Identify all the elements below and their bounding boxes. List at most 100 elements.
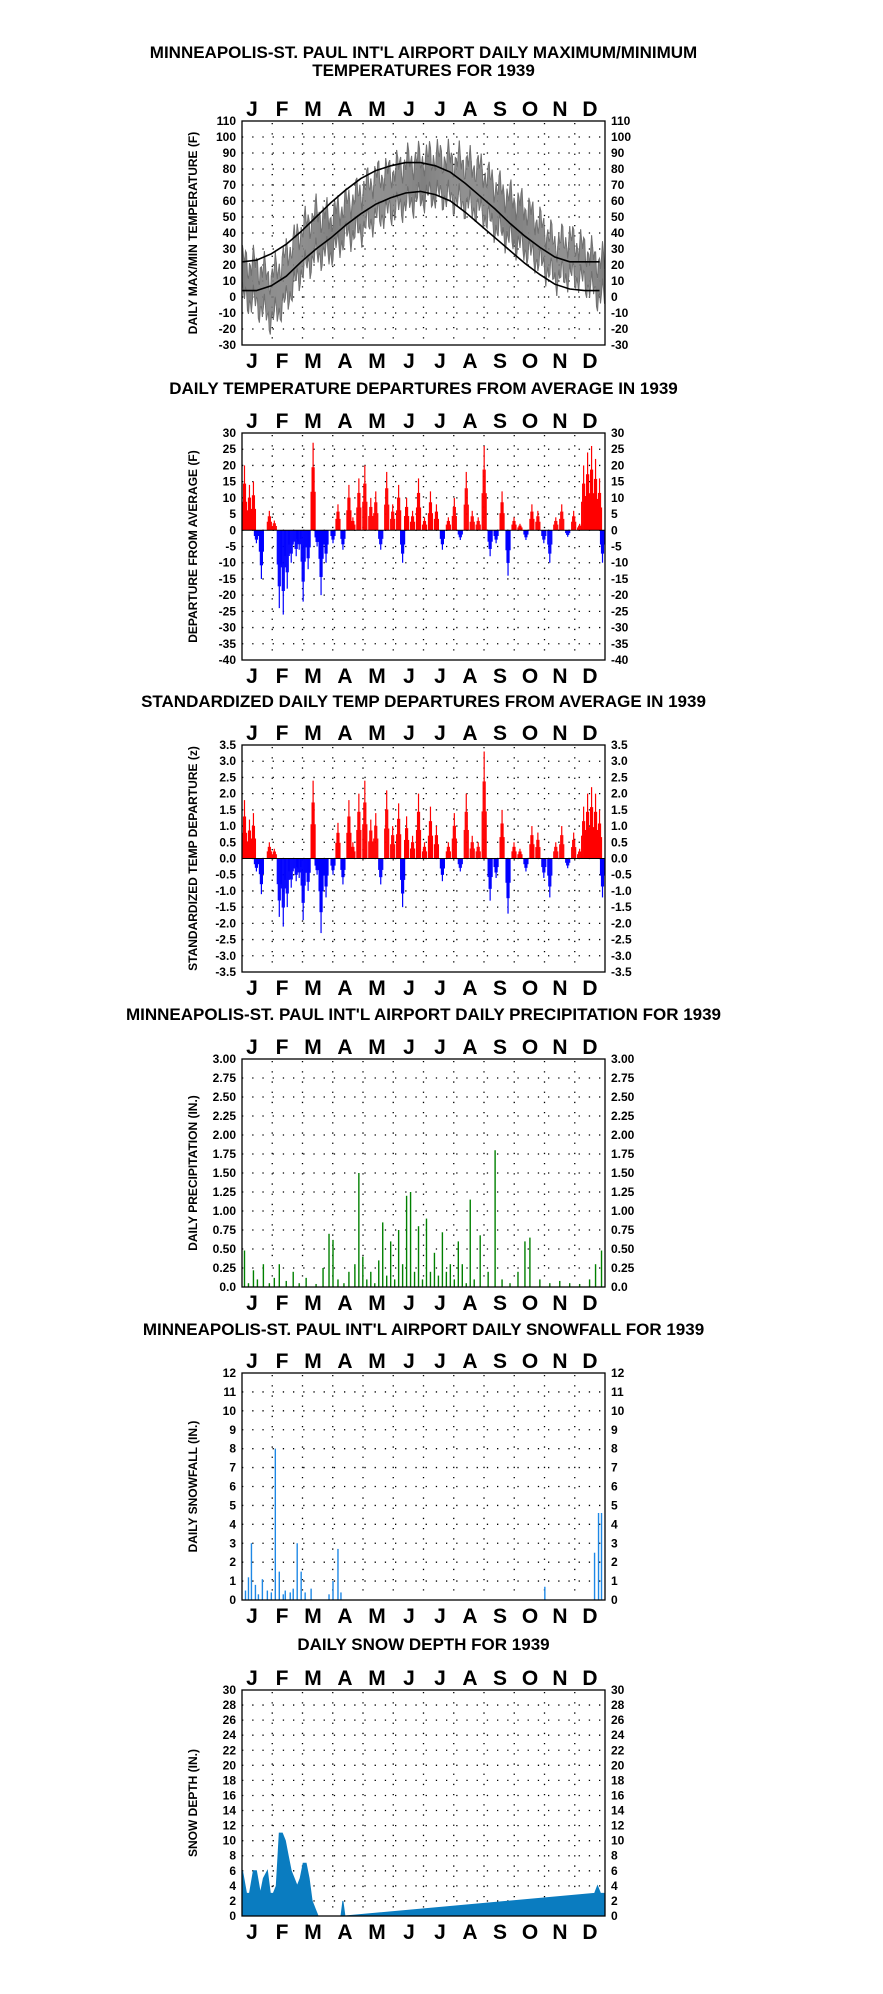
month-label-bottom: M	[368, 665, 386, 688]
month-label-bottom: D	[582, 1292, 597, 1315]
y-tick-left: -15	[219, 572, 237, 586]
y-tick-right: -35	[611, 637, 629, 651]
month-label-top: J	[434, 1350, 446, 1373]
month-label-top: J	[246, 1667, 258, 1690]
y-tick-right: 3.0	[611, 754, 628, 768]
month-label-top: N	[552, 410, 567, 433]
plot-frame	[241, 1689, 606, 1917]
y-tick-left: -30	[219, 338, 237, 352]
y-tick-left: 0.5	[219, 835, 236, 849]
month-label-bottom: O	[522, 977, 538, 1000]
y-tick-right: 0	[611, 523, 618, 537]
y-tick-left: 7	[229, 1461, 236, 1475]
month-label-bottom: J	[246, 1921, 258, 1944]
month-label-top: F	[276, 1667, 289, 1690]
y-tick-right: -5	[611, 540, 622, 554]
y-tick-right: 1	[611, 1574, 618, 1588]
month-label-bottom: J	[403, 665, 415, 688]
y-tick-left: -5	[225, 540, 236, 554]
month-label-top: F	[276, 722, 289, 745]
y-tick-right: 1.5	[611, 803, 628, 817]
y-tick-right: -3.0	[611, 949, 632, 963]
y-tick-right: 2.75	[611, 1071, 635, 1085]
y-tick-left: 12	[223, 1366, 237, 1380]
chart-title: DAILY SNOW DEPTH FOR 1939	[297, 1635, 549, 1654]
y-tick-left: 4	[229, 1879, 236, 1893]
y-tick-left: 0.0	[219, 852, 236, 866]
month-label-top: J	[434, 410, 446, 433]
y-tick-left: 2.25	[213, 1109, 237, 1123]
y-tick-right: 1.50	[611, 1166, 635, 1180]
y-tick-right: 24	[611, 1728, 625, 1742]
month-label-bottom: F	[276, 1921, 289, 1944]
month-label-top: M	[304, 1350, 322, 1373]
month-label-bottom: J	[403, 1605, 415, 1628]
y-tick-right: 18	[611, 1773, 625, 1787]
month-label-bottom: J	[434, 1605, 446, 1628]
month-label-bottom: N	[552, 977, 567, 1000]
y-tick-right: 10	[611, 274, 625, 288]
y-tick-right: -3.5	[611, 965, 632, 979]
month-label-bottom: M	[368, 1292, 386, 1315]
y-tick-left: 8	[229, 1442, 236, 1456]
y-tick-left: -1.0	[215, 884, 236, 898]
plot-frame	[241, 432, 606, 661]
y-tick-left: 18	[223, 1773, 237, 1787]
month-label-bottom: J	[403, 977, 415, 1000]
y-tick-left: -20	[219, 588, 237, 602]
y-tick-left: -30	[219, 621, 237, 635]
chart-dep: DAILY TEMPERATURE DEPARTURES FROM AVERAG…	[169, 379, 678, 688]
y-tick-right: 28	[611, 1698, 625, 1712]
y-tick-right: 60	[611, 194, 625, 208]
y-tick-right: 14	[611, 1804, 625, 1818]
month-label-top: N	[552, 98, 567, 121]
month-label-top: J	[434, 722, 446, 745]
month-label-top: J	[246, 722, 258, 745]
chart-prcp: MINNEAPOLIS-ST. PAUL INT'L AIRPORT DAILY…	[126, 1005, 721, 1315]
month-label-top: D	[582, 1667, 597, 1690]
chart-snow: MINNEAPOLIS-ST. PAUL INT'L AIRPORT DAILY…	[143, 1320, 704, 1628]
month-label-bottom: O	[522, 665, 538, 688]
month-label-bottom: J	[434, 350, 446, 373]
y-tick-right: 30	[611, 242, 625, 256]
y-tick-right: 25	[611, 442, 625, 456]
month-label-bottom: A	[337, 977, 352, 1000]
month-label-top: F	[276, 1350, 289, 1373]
y-tick-left: 28	[223, 1698, 237, 1712]
y-tick-right: 80	[611, 162, 625, 176]
y-tick-left: 1.50	[213, 1166, 237, 1180]
month-label-bottom: J	[246, 1605, 258, 1628]
y-tick-left: -20	[219, 322, 237, 336]
y-tick-left: -3.0	[215, 949, 236, 963]
month-label-bottom: A	[337, 665, 352, 688]
y-tick-left: 22	[223, 1743, 237, 1757]
month-label-bottom: N	[552, 665, 567, 688]
y-tick-right: 10	[611, 1834, 625, 1848]
y-tick-left: 1.5	[219, 803, 236, 817]
month-label-bottom: J	[434, 1292, 446, 1315]
y-tick-right: 0.5	[611, 835, 628, 849]
y-tick-left: 30	[223, 242, 237, 256]
month-label-top: A	[337, 722, 352, 745]
month-label-top: O	[522, 410, 538, 433]
month-label-top: A	[462, 1036, 477, 1059]
y-tick-right: 100	[611, 130, 631, 144]
y-tick-left: 1.75	[213, 1147, 237, 1161]
y-tick-left: 0.75	[213, 1223, 237, 1237]
normal-low-line	[242, 190, 600, 292]
y-tick-left: 6	[229, 1480, 236, 1494]
plot-frame	[241, 120, 606, 346]
month-label-bottom: A	[462, 665, 477, 688]
month-label-top: S	[493, 1036, 507, 1059]
y-tick-right: 20	[611, 1758, 625, 1772]
chart-title: DAILY TEMPERATURE DEPARTURES FROM AVERAG…	[169, 379, 678, 398]
y-tick-left: -0.5	[215, 868, 236, 882]
month-label-bottom: F	[276, 977, 289, 1000]
month-label-bottom: M	[304, 1921, 322, 1944]
month-label-top: A	[462, 98, 477, 121]
y-tick-right: 110	[611, 114, 631, 128]
month-label-top: M	[368, 98, 386, 121]
y-tick-right: 22	[611, 1743, 625, 1757]
